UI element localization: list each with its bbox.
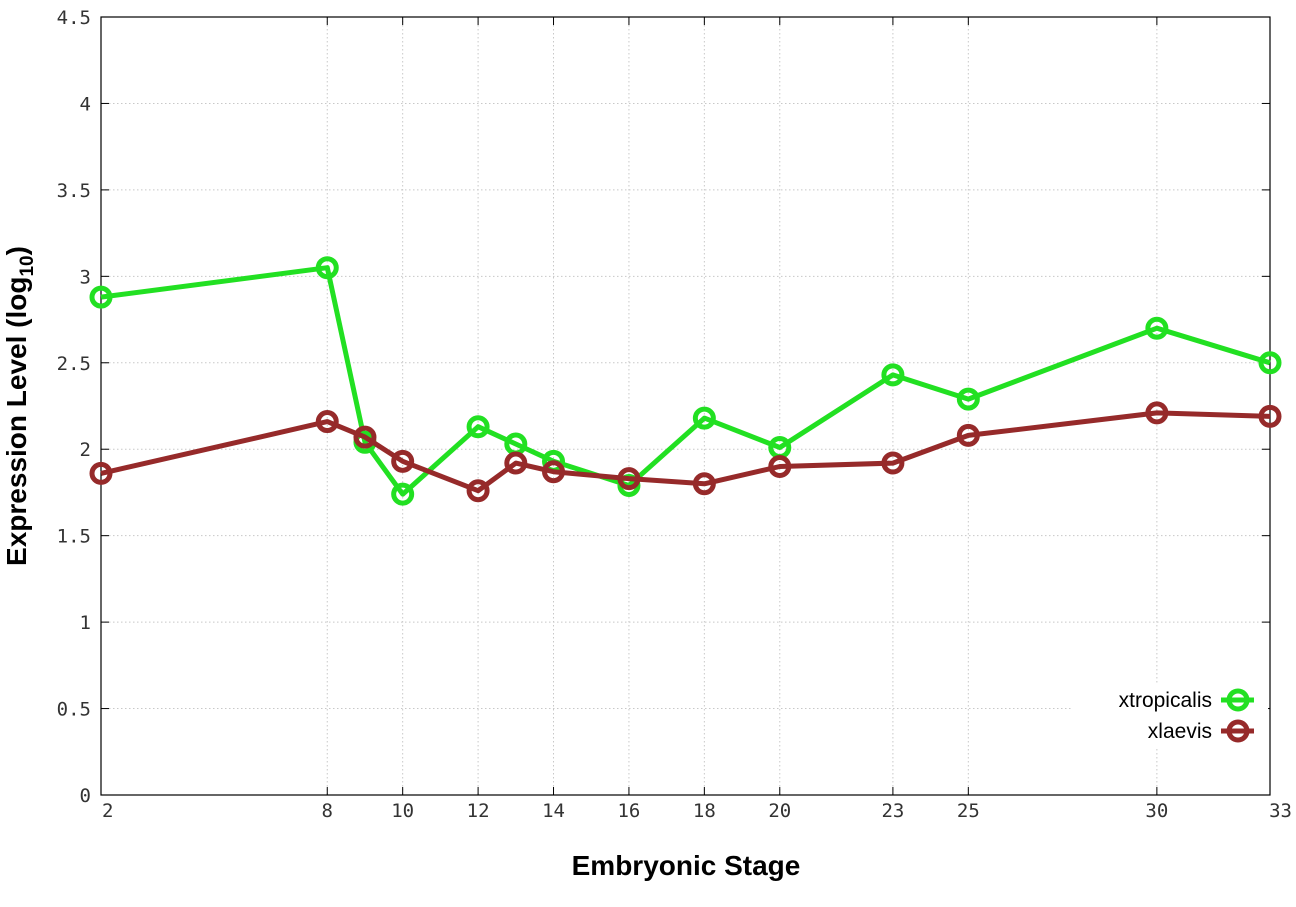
grid (101, 17, 1270, 795)
x-tick-label: 8 (322, 800, 333, 822)
y-tick-label: 0.5 (57, 699, 91, 721)
x-tick-label: 16 (617, 800, 640, 822)
data-point-xtropicalis (956, 387, 980, 411)
data-point-xtropicalis (466, 415, 490, 439)
x-tick-label: 30 (1145, 800, 1168, 822)
x-tick-label: 23 (881, 800, 904, 822)
data-point-xlaevis (956, 423, 980, 447)
y-tick-label: 2 (80, 439, 91, 461)
y-axis-title-subscript: 10 (17, 255, 38, 276)
legend-label-xlaevis: xlaevis (1148, 720, 1212, 743)
y-tick-label: 1.5 (57, 526, 91, 548)
x-tick-label: 25 (957, 800, 980, 822)
x-tick-label: 18 (693, 800, 716, 822)
x-axis-title: Embryonic Stage (572, 850, 801, 881)
data-point-xlaevis (542, 460, 566, 484)
data-point-xtropicalis (881, 363, 905, 387)
y-axis-title-main: Expression Level (log (1, 277, 32, 566)
data-point-xlaevis (1258, 404, 1282, 428)
legend-marker-xtropicalis (1226, 688, 1250, 712)
y-tick-label: 3 (80, 266, 91, 288)
data-point-xtropicalis (315, 256, 339, 280)
series-xlaevis (89, 401, 1282, 503)
series-layer (89, 256, 1282, 506)
tick-labels: 0 0.5 1 1.5 2 2.5 3 3.5 4 4.5 2 8 10 12 14 16 18 20 23 25 30… (57, 7, 1292, 822)
series-line-xtropicalis (100, 265, 1271, 497)
x-tick-label: 2 (102, 800, 113, 822)
data-point-xlaevis (315, 410, 339, 434)
series-xtropicalis (89, 256, 1282, 506)
y-tick-label: 1 (80, 612, 91, 634)
axis-ticks (100, 16, 1271, 796)
y-axis-title-close: ) (1, 246, 32, 255)
data-point-xtropicalis (1145, 316, 1169, 340)
y-tick-label: 4 (80, 93, 91, 115)
data-point-xlaevis (504, 451, 528, 475)
data-point-xlaevis (466, 479, 490, 503)
data-point-xtropicalis (89, 285, 113, 309)
y-tick-label: 4.5 (57, 7, 91, 29)
series-line-xlaevis (100, 410, 1271, 494)
data-point-xlaevis (1145, 401, 1169, 425)
data-point-xtropicalis (692, 406, 716, 430)
legend: xtropicalis xlaevis (1072, 684, 1268, 748)
y-tick-label: 3.5 (57, 180, 91, 202)
data-point-xlaevis (692, 472, 716, 496)
legend-label-xtropicalis: xtropicalis (1119, 689, 1212, 712)
data-point-xlaevis (768, 455, 792, 479)
legend-marker-xlaevis (1226, 719, 1250, 743)
data-point-xlaevis (391, 449, 415, 473)
data-point-xlaevis (353, 425, 377, 449)
data-point-xtropicalis (391, 482, 415, 506)
plot-frame (100, 16, 1271, 796)
x-tick-label: 12 (467, 800, 490, 822)
x-tick-label: 14 (542, 800, 565, 822)
data-point-xtropicalis (1258, 351, 1282, 375)
data-point-xlaevis (617, 467, 641, 491)
x-tick-label: 33 (1269, 800, 1292, 822)
y-tick-label: 0 (80, 785, 91, 807)
data-point-xlaevis (89, 461, 113, 485)
y-tick-label: 2.5 (57, 353, 91, 375)
y-axis-title: Expression Level (log10) (1, 246, 38, 566)
x-tick-label: 20 (768, 800, 791, 822)
data-point-xlaevis (881, 451, 905, 475)
x-tick-label: 10 (391, 800, 414, 822)
